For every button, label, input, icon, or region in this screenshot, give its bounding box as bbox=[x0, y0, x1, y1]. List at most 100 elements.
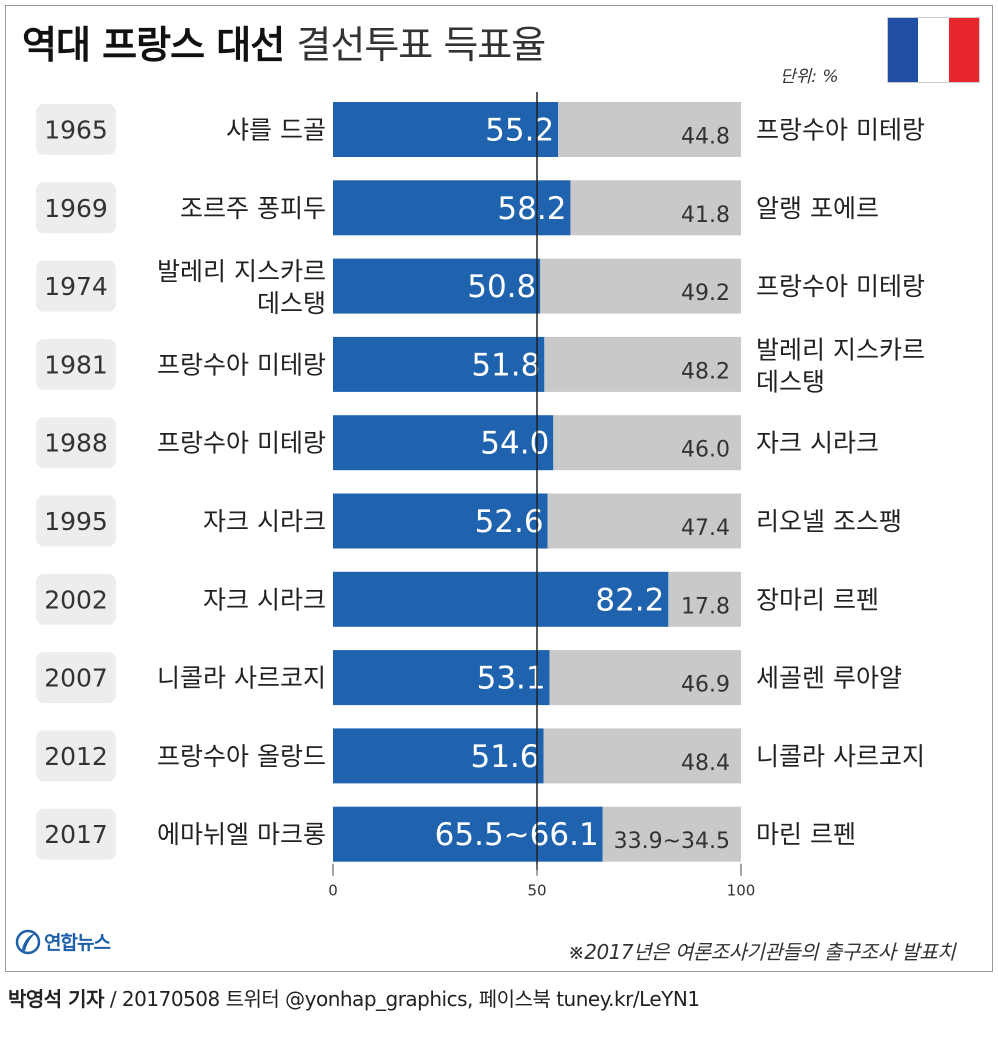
loser-value-label: 46.9 bbox=[681, 673, 730, 698]
year-box bbox=[36, 417, 116, 469]
year-label: 2007 bbox=[44, 664, 108, 693]
winner-value-label: 51.8 bbox=[471, 347, 540, 383]
winner-value-label: 55.2 bbox=[485, 113, 554, 149]
loser-bar bbox=[553, 415, 741, 471]
x-tick-label: 0 bbox=[328, 882, 338, 900]
winner-bar bbox=[333, 102, 559, 157]
year-label: 2002 bbox=[44, 585, 108, 614]
winner-bar bbox=[333, 806, 603, 862]
loser-value-label: 17.8 bbox=[681, 594, 730, 619]
winner-value-label: 65.5~66.1 bbox=[435, 817, 599, 853]
logo-text: 연합뉴스 bbox=[44, 932, 111, 954]
winner-name: 니콜라 사르코지 bbox=[157, 664, 326, 693]
loser-bar bbox=[602, 806, 741, 862]
year-box bbox=[36, 495, 116, 547]
winner-value-label: 54.0 bbox=[480, 426, 549, 462]
year-box bbox=[36, 338, 116, 390]
loser-value-label: 48.2 bbox=[681, 359, 730, 384]
winner-name: 에마뉘엘 마크롱 bbox=[157, 820, 326, 849]
year-label: 1965 bbox=[44, 116, 108, 145]
winner-name: 자크 시라크 bbox=[203, 507, 326, 536]
loser-name: 발레리 지스카르 bbox=[756, 335, 925, 364]
year-label: 2012 bbox=[44, 742, 108, 771]
year-box bbox=[36, 573, 116, 625]
year-label: 1981 bbox=[44, 350, 108, 379]
winner-bar bbox=[333, 650, 550, 706]
winner-value-label: 50.8 bbox=[467, 269, 536, 305]
year-box bbox=[36, 808, 116, 860]
loser-bar bbox=[668, 571, 741, 627]
winner-name: 발레리 지스카르 bbox=[157, 257, 326, 286]
loser-name: 세골렌 루아얄 bbox=[756, 664, 902, 693]
french-flag-icon bbox=[887, 17, 980, 83]
credit-author: 박영석 기자 bbox=[8, 987, 104, 1011]
loser-name: 리오넬 조스팽 bbox=[756, 507, 902, 536]
flag-stripe-red bbox=[948, 18, 979, 82]
year-box bbox=[36, 730, 116, 782]
loser-name: 마린 르펜 bbox=[756, 820, 856, 849]
loser-bar bbox=[543, 728, 741, 784]
winner-name: 조르주 퐁피두 bbox=[180, 194, 326, 223]
yonhap-logo: 연합뉴스 bbox=[15, 928, 111, 955]
loser-name: 데스탱 bbox=[756, 367, 825, 396]
loser-value-label: 49.2 bbox=[681, 281, 730, 306]
winner-name: 프랑수아 올랑드 bbox=[157, 742, 326, 771]
loser-bar bbox=[549, 650, 741, 706]
year-box bbox=[36, 652, 116, 704]
year-label: 1995 bbox=[44, 507, 108, 536]
x-tick-label: 50 bbox=[527, 882, 546, 900]
winner-bar bbox=[333, 415, 554, 471]
credit-details: / 20170508 트위터 @yonhap_graphics, 페이스북 tu… bbox=[103, 987, 700, 1011]
loser-bar bbox=[570, 180, 741, 236]
loser-bar bbox=[544, 336, 741, 392]
loser-bar bbox=[547, 493, 741, 549]
title-main: 역대 프랑스 대선 bbox=[22, 23, 285, 67]
yonhap-emblem-icon bbox=[15, 929, 41, 954]
winner-value-label: 51.6 bbox=[470, 739, 539, 775]
unit-label: 단위: % bbox=[780, 67, 839, 87]
x-tick-label: 100 bbox=[727, 882, 756, 900]
title-sub: 결선투표 득표율 bbox=[296, 23, 546, 67]
winner-bar bbox=[333, 493, 548, 549]
year-box bbox=[36, 260, 116, 312]
winner-value-label: 58.2 bbox=[497, 191, 566, 227]
year-box bbox=[36, 182, 116, 234]
loser-name: 장마리 르펜 bbox=[756, 585, 879, 614]
year-box bbox=[36, 104, 116, 155]
loser-name: 자크 시라크 bbox=[756, 429, 879, 458]
winner-bar bbox=[333, 180, 571, 236]
year-label: 1974 bbox=[44, 272, 108, 301]
page-title: 역대 프랑스 대선 결선투표 득표율 bbox=[22, 14, 546, 69]
winner-name: 프랑수아 미테랑 bbox=[157, 429, 326, 458]
winner-name: 프랑수아 미테랑 bbox=[157, 350, 326, 379]
loser-name: 니콜라 사르코지 bbox=[756, 742, 925, 771]
winner-name: 자크 시라크 bbox=[203, 585, 326, 614]
loser-bar bbox=[540, 258, 741, 314]
winner-bar bbox=[333, 571, 669, 627]
footnote: ※2017년은 여론조사기관들의 출구조사 발표치 bbox=[568, 940, 956, 964]
year-label: 1988 bbox=[44, 429, 108, 458]
loser-value-label: 47.4 bbox=[681, 516, 730, 541]
flag-stripe-blue bbox=[888, 18, 919, 82]
loser-value-label: 33.9~34.5 bbox=[614, 829, 730, 854]
loser-bar bbox=[558, 102, 741, 157]
loser-name: 프랑수아 미테랑 bbox=[756, 116, 925, 145]
flag-stripe-white bbox=[918, 18, 949, 82]
loser-value-label: 44.8 bbox=[681, 125, 730, 150]
winner-value-label: 53.1 bbox=[477, 661, 546, 697]
winner-bar bbox=[333, 728, 544, 784]
winner-name: 데스탱 bbox=[257, 289, 326, 318]
winner-name: 샤를 드골 bbox=[226, 116, 326, 145]
year-label: 2017 bbox=[44, 820, 108, 849]
winner-value-label: 82.2 bbox=[595, 582, 664, 618]
year-label: 1969 bbox=[44, 194, 108, 223]
winner-bar bbox=[333, 258, 541, 314]
winner-value-label: 52.6 bbox=[475, 504, 544, 540]
credit-line: 박영석 기자 / 20170508 트위터 @yonhap_graphics, … bbox=[8, 983, 700, 1012]
loser-name: 프랑수아 미테랑 bbox=[756, 272, 925, 301]
loser-name: 알랭 포에르 bbox=[756, 194, 879, 223]
loser-value-label: 46.0 bbox=[681, 438, 730, 463]
loser-value-label: 41.8 bbox=[681, 203, 730, 228]
infographic-frame bbox=[5, 5, 993, 972]
